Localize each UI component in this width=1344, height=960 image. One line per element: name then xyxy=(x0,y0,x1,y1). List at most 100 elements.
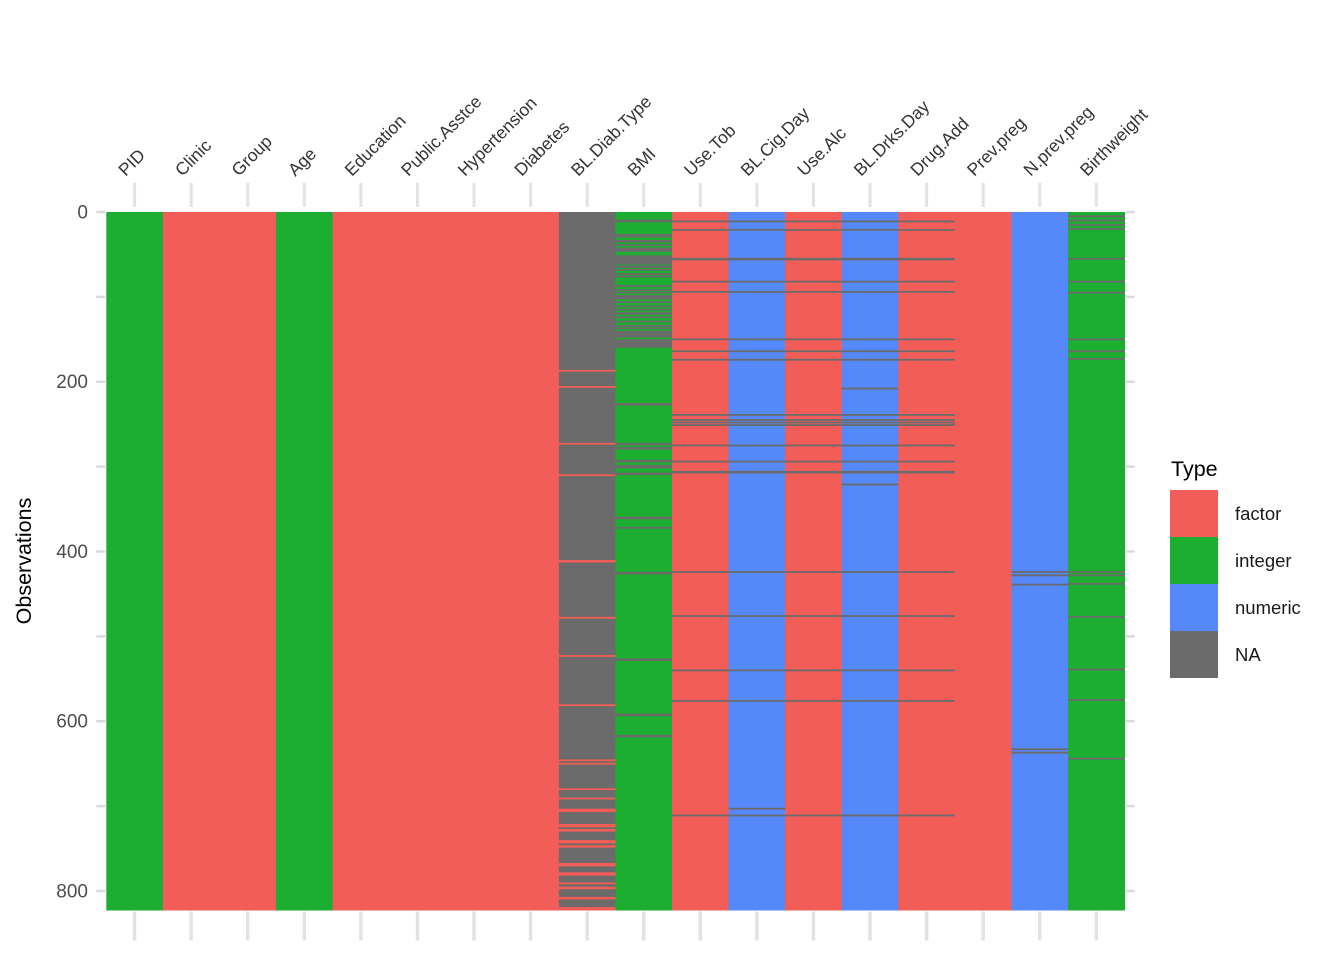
na-stripe xyxy=(1068,668,1125,671)
na-stripe xyxy=(785,338,843,341)
na-stripe xyxy=(785,358,843,361)
na-stripe xyxy=(898,280,956,283)
na-stripe xyxy=(728,419,786,421)
na-stripe xyxy=(841,290,899,293)
present-stripe xyxy=(558,896,616,900)
present-stripe xyxy=(558,907,616,911)
na-stripe xyxy=(898,228,956,231)
column-Prev.preg xyxy=(954,212,1012,911)
na-stripe xyxy=(1068,280,1125,283)
na-stripe xyxy=(615,244,673,247)
na-stripe xyxy=(615,305,673,308)
na-stripe xyxy=(615,658,673,661)
na-stripe xyxy=(615,327,673,330)
y-tick-label: 600 xyxy=(56,712,88,733)
na-stripe xyxy=(898,338,956,341)
column-Drug.Add xyxy=(898,212,956,911)
na-stripe xyxy=(728,424,786,426)
present-stripe xyxy=(558,474,616,477)
column-base-numeric xyxy=(841,212,899,911)
y-tick-label: 800 xyxy=(56,882,88,903)
na-stripe xyxy=(785,669,843,672)
na-stripe xyxy=(615,284,673,287)
column-PID xyxy=(106,212,164,911)
na-stripe xyxy=(841,571,899,573)
na-stripe xyxy=(841,220,899,223)
na-stripe xyxy=(841,280,899,283)
na-stripe xyxy=(785,571,843,573)
present-stripe xyxy=(558,882,616,885)
legend-entry-integer: integer xyxy=(1170,537,1292,584)
y-axis-tick-labels: 0 200 400 600 800 xyxy=(56,203,88,903)
na-stripe xyxy=(615,289,673,292)
present-stripe xyxy=(558,862,616,867)
column-Use.Alc xyxy=(785,212,843,911)
na-stripe xyxy=(615,312,673,315)
na-stripe xyxy=(785,460,843,463)
na-stripe xyxy=(615,234,673,238)
column-BL.Diab.Type xyxy=(558,212,616,911)
na-stripe xyxy=(615,255,673,265)
column-Education xyxy=(332,212,390,911)
na-stripe xyxy=(672,814,729,817)
na-stripe xyxy=(672,350,729,353)
column-base-numeric xyxy=(728,212,786,911)
na-stripe xyxy=(898,413,956,416)
present-stripe xyxy=(558,655,616,657)
column-Hypertension xyxy=(445,212,503,911)
na-stripe xyxy=(841,669,899,672)
na-stripe xyxy=(1068,291,1125,294)
legend-swatch xyxy=(1170,490,1218,537)
column-base-factor xyxy=(672,212,729,911)
legend-swatch xyxy=(1170,584,1218,631)
legend-swatch xyxy=(1170,537,1218,584)
na-stripe xyxy=(672,338,729,341)
na-stripe xyxy=(898,700,956,702)
present-stripe xyxy=(558,759,616,762)
na-stripe xyxy=(615,268,673,271)
legend-label: integer xyxy=(1235,550,1292,571)
na-stripe xyxy=(1068,615,1125,618)
na-stripe xyxy=(672,444,729,447)
na-stripe xyxy=(898,419,956,421)
na-stripe xyxy=(841,413,899,416)
na-stripe xyxy=(1068,338,1125,341)
na-stripe xyxy=(672,358,729,361)
legend-label: factor xyxy=(1235,503,1281,524)
column-Age xyxy=(276,212,333,911)
na-stripe xyxy=(615,240,673,243)
na-stripe xyxy=(841,470,899,474)
column-Clinic xyxy=(162,212,220,911)
legend-title: Type xyxy=(1171,457,1218,481)
x-axis-label: Age xyxy=(284,144,320,180)
na-stripe xyxy=(898,669,956,672)
na-stripe xyxy=(728,615,786,617)
na-stripe xyxy=(615,330,673,338)
na-stripe xyxy=(898,421,956,424)
na-stripe xyxy=(615,247,673,252)
legend-entry-numeric: numeric xyxy=(1170,584,1301,631)
x-axis-label: Clinic xyxy=(171,135,216,180)
present-stripe xyxy=(558,797,616,800)
na-stripe xyxy=(841,814,899,817)
x-axis-labels: PID Clinic Group Age EducationPublic.AsstceH… xyxy=(114,91,1151,179)
na-stripe xyxy=(615,219,673,223)
na-stripe xyxy=(1068,574,1125,577)
na-stripe xyxy=(672,470,729,474)
column-base-numeric xyxy=(1011,212,1069,911)
na-stripe xyxy=(841,228,899,231)
present-stripe xyxy=(558,385,616,388)
na-stripe xyxy=(728,338,786,341)
na-stripe xyxy=(785,280,843,283)
na-stripe xyxy=(841,483,899,486)
na-stripe xyxy=(1068,757,1125,760)
na-stripe xyxy=(785,220,843,223)
na-stripe xyxy=(728,669,786,672)
na-stripe xyxy=(728,358,786,361)
na-stripe xyxy=(898,444,956,447)
na-stripe xyxy=(615,464,673,469)
present-stripe xyxy=(558,762,616,765)
column-base-factor xyxy=(332,212,390,911)
